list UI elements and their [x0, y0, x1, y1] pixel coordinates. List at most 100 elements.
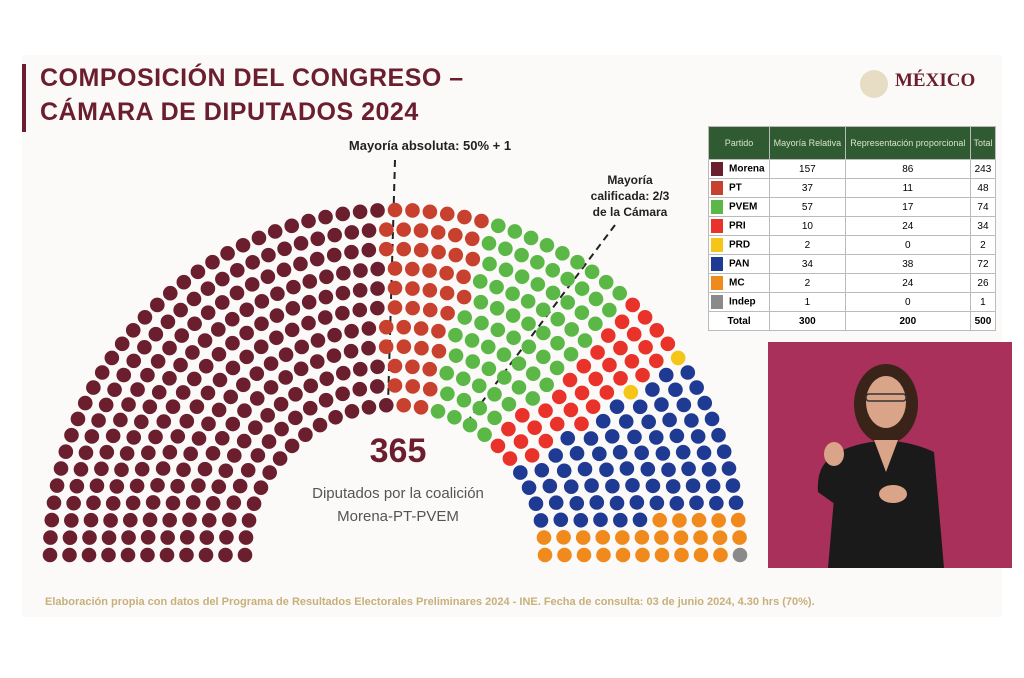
caption: Morena-PT-PVEM: [337, 508, 459, 525]
seat: [413, 223, 429, 238]
seat: [592, 446, 607, 462]
seat: [162, 285, 178, 301]
seat: [511, 356, 527, 371]
seat: [162, 444, 178, 460]
seat: [602, 357, 617, 373]
seat: [576, 358, 592, 374]
party-swatch: [711, 257, 723, 271]
seat: [713, 547, 728, 563]
seat: [489, 279, 504, 295]
seat: [219, 529, 234, 545]
seat: [548, 448, 563, 463]
annotation: Mayoría absoluta: 50% + 1: [349, 138, 511, 153]
seat: [405, 281, 420, 296]
annotation: Mayoría: [607, 173, 653, 187]
seat-count: 34: [769, 254, 846, 274]
seat: [120, 547, 136, 563]
seat: [482, 256, 497, 272]
seat-total: 1: [969, 292, 997, 312]
seat: [105, 496, 121, 511]
party-row: PVEM 57 17 74: [707, 197, 997, 217]
seat: [221, 512, 237, 528]
seat: [716, 444, 732, 460]
seat: [629, 495, 645, 510]
column-header: Mayoría Relativa: [769, 126, 846, 160]
party-cell: PAN: [707, 254, 771, 274]
seat: [145, 495, 161, 510]
seat: [317, 310, 333, 325]
seat: [182, 512, 197, 528]
seat: [471, 378, 487, 394]
seat: [413, 399, 429, 415]
logo: MÉXICO: [895, 70, 976, 91]
seat: [335, 206, 351, 222]
seat: [396, 397, 412, 413]
seat: [584, 264, 600, 280]
seat: [293, 256, 308, 272]
seat: [42, 547, 58, 563]
seat: [635, 367, 650, 383]
seat: [361, 242, 377, 258]
seat: [253, 480, 269, 495]
seat-count: 0: [844, 292, 971, 312]
seat: [301, 294, 317, 310]
seat: [176, 462, 191, 478]
seat: [286, 279, 301, 295]
party-name: PT: [729, 182, 742, 194]
seat: [303, 378, 319, 394]
seat: [588, 316, 603, 332]
seat: [555, 246, 570, 261]
seat: [431, 343, 447, 359]
seat: [511, 380, 527, 395]
seat: [527, 420, 542, 435]
seat: [159, 547, 175, 563]
seat-count: 17: [844, 197, 971, 217]
party-cell: PT: [707, 178, 771, 198]
seat: [405, 300, 420, 316]
seat: [344, 244, 359, 260]
seat: [58, 444, 74, 460]
seat: [179, 547, 194, 563]
seat: [261, 247, 276, 263]
seat: [593, 512, 608, 528]
seat: [487, 387, 502, 402]
seat: [370, 300, 385, 316]
seat: [440, 305, 455, 321]
seat: [704, 411, 720, 427]
seat: [709, 495, 724, 511]
seat: [669, 428, 685, 444]
seat: [542, 478, 558, 494]
seat: [215, 271, 230, 287]
seat: [361, 223, 377, 238]
seat: [538, 433, 554, 449]
seat: [609, 495, 625, 511]
seat: [335, 285, 351, 301]
seat: [246, 496, 262, 511]
seat-count: 157: [769, 159, 846, 179]
seat-count: 2: [769, 273, 846, 293]
seat: [301, 315, 316, 331]
seat: [696, 445, 712, 461]
seat: [229, 285, 245, 301]
party-name: MC: [729, 277, 745, 289]
seat: [293, 361, 309, 377]
seat: [175, 385, 191, 400]
seat: [524, 448, 540, 463]
seat: [513, 465, 528, 480]
seat: [137, 339, 152, 355]
party-row: PT 37 11 48: [707, 178, 997, 198]
seat: [142, 399, 158, 415]
seat: [218, 463, 234, 479]
seat-total: 2: [969, 235, 997, 255]
seat: [173, 302, 188, 318]
seat: [239, 325, 254, 341]
seat: [649, 495, 665, 511]
seat: [94, 365, 110, 380]
seat: [211, 402, 227, 418]
column-header: Representación proporcional: [844, 126, 971, 160]
seat: [665, 479, 681, 494]
seat: [414, 340, 429, 356]
seat: [114, 336, 130, 352]
seat: [278, 370, 293, 385]
seat: [352, 381, 368, 397]
